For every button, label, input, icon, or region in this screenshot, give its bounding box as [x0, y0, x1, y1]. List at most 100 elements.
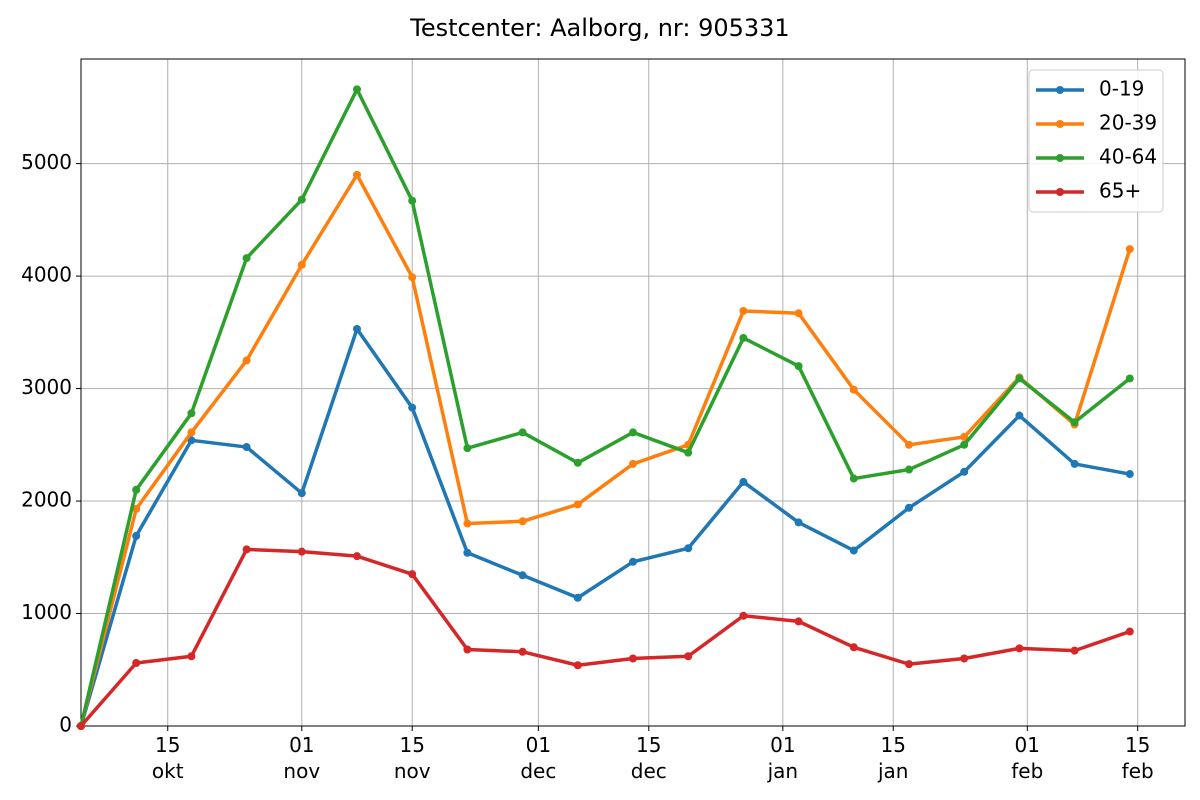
- point: [573, 458, 582, 467]
- point: [1125, 627, 1134, 636]
- y-tick-label: 0: [59, 713, 72, 737]
- point: [960, 467, 969, 476]
- point: [463, 519, 472, 528]
- point: [132, 531, 141, 540]
- x-tick-label: 15 okt: [152, 733, 184, 783]
- point: [573, 500, 582, 509]
- point: [794, 518, 803, 527]
- point: [463, 444, 472, 453]
- point: [132, 659, 141, 668]
- point: [353, 324, 361, 333]
- point: [408, 403, 417, 412]
- point: [739, 306, 748, 315]
- point: [77, 722, 85, 730]
- point: [408, 273, 417, 282]
- series-line: [79, 327, 1131, 727]
- point: [463, 548, 472, 557]
- point: [242, 254, 251, 263]
- point: [1125, 374, 1134, 383]
- x-tick-label: 15 dec: [631, 733, 667, 783]
- point: [1015, 411, 1024, 420]
- point: [353, 170, 361, 179]
- point: [1125, 245, 1134, 254]
- point: [960, 432, 969, 441]
- series-line: [79, 87, 1131, 727]
- legend-marker: [1056, 154, 1064, 162]
- point: [1125, 470, 1134, 479]
- x-tick-label: 01 feb: [1011, 733, 1043, 783]
- legend-marker: [1056, 86, 1064, 94]
- y-tick-label: 3000: [21, 375, 72, 399]
- point: [297, 489, 306, 498]
- point: [408, 570, 417, 579]
- point: [353, 85, 361, 94]
- legend-label: 65+: [1099, 179, 1141, 203]
- point: [849, 385, 858, 394]
- point: [518, 517, 527, 526]
- x-tick-label: 15 feb: [1122, 733, 1154, 783]
- point: [573, 661, 582, 670]
- point: [684, 448, 693, 457]
- point: [905, 465, 913, 474]
- point: [849, 643, 858, 652]
- point: [905, 503, 913, 512]
- point: [794, 362, 803, 371]
- y-tick-label: 2000: [21, 488, 72, 512]
- point: [905, 440, 913, 449]
- point: [132, 485, 141, 494]
- point: [629, 428, 637, 437]
- point: [187, 409, 196, 418]
- point: [739, 611, 748, 620]
- point: [739, 477, 748, 486]
- point: [794, 309, 803, 318]
- x-tick-label: 01 jan: [767, 733, 799, 783]
- point: [187, 428, 196, 437]
- point: [1015, 644, 1024, 653]
- point: [739, 333, 748, 342]
- point: [629, 557, 637, 566]
- point: [187, 436, 196, 445]
- legend-label: 20-39: [1099, 111, 1157, 135]
- point: [408, 196, 417, 205]
- point: [132, 504, 141, 513]
- point: [1015, 374, 1024, 383]
- point: [1070, 418, 1079, 427]
- y-tick-label: 5000: [21, 150, 72, 174]
- point: [242, 356, 251, 365]
- series-line: [79, 547, 1131, 728]
- point: [960, 440, 969, 449]
- point: [297, 547, 306, 556]
- point: [242, 443, 251, 452]
- point: [463, 645, 472, 654]
- series-line: [79, 173, 1132, 727]
- point: [573, 593, 582, 602]
- x-tick-label: 15 jan: [877, 733, 909, 783]
- point: [960, 654, 969, 663]
- point: [1070, 646, 1079, 655]
- y-tick-label: 4000: [21, 263, 72, 287]
- legend-box: [1028, 69, 1164, 213]
- point: [849, 546, 858, 555]
- chart-title: Testcenter: Aalborg, nr: 905331: [409, 14, 789, 42]
- point: [1070, 459, 1079, 468]
- point: [187, 652, 196, 661]
- y-tick-label: 1000: [21, 600, 72, 624]
- x-tick-label: 15 nov: [394, 733, 431, 783]
- point: [849, 474, 858, 483]
- point: [353, 552, 361, 561]
- plot-frame: [80, 58, 1186, 727]
- legend-marker: [1056, 120, 1064, 128]
- legend-label: 40-64: [1099, 145, 1157, 169]
- point: [684, 544, 693, 553]
- point: [518, 428, 527, 437]
- point: [629, 654, 637, 663]
- legend-label: 0-19: [1099, 77, 1144, 101]
- point: [297, 195, 306, 204]
- legend-marker: [1056, 188, 1064, 196]
- point: [297, 260, 306, 269]
- point: [518, 571, 527, 580]
- point: [794, 617, 803, 626]
- x-tick-label: 01 dec: [520, 733, 556, 783]
- point: [629, 459, 637, 468]
